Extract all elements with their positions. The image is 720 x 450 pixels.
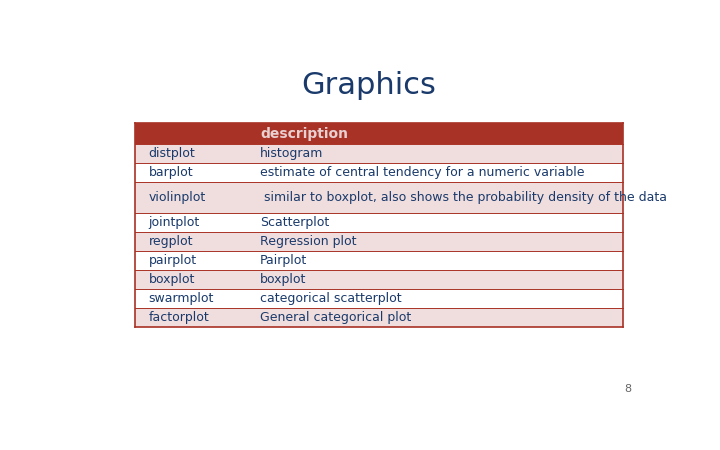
Text: histogram: histogram xyxy=(260,147,323,160)
Text: similar to boxplot, also shows the probability density of the data: similar to boxplot, also shows the proba… xyxy=(260,191,667,204)
Text: Pairplot: Pairplot xyxy=(260,254,307,267)
Text: estimate of central tendency for a numeric variable: estimate of central tendency for a numer… xyxy=(260,166,585,180)
Text: barplot: barplot xyxy=(148,166,193,180)
Bar xyxy=(135,251,623,270)
Text: General categorical plot: General categorical plot xyxy=(260,311,411,324)
Bar xyxy=(135,270,623,289)
Text: boxplot: boxplot xyxy=(148,273,195,286)
Text: categorical scatterplot: categorical scatterplot xyxy=(260,292,402,305)
Bar xyxy=(135,289,623,308)
Bar xyxy=(135,213,623,232)
Text: factorplot: factorplot xyxy=(148,311,210,324)
Text: Regression plot: Regression plot xyxy=(260,235,356,248)
Text: swarmplot: swarmplot xyxy=(148,292,214,305)
Text: description: description xyxy=(260,127,348,141)
Bar xyxy=(135,144,623,163)
Bar xyxy=(135,123,623,144)
Text: distplot: distplot xyxy=(148,147,195,160)
Text: violinplot: violinplot xyxy=(148,191,206,204)
Text: Graphics: Graphics xyxy=(302,71,436,100)
Text: Scatterplot: Scatterplot xyxy=(260,216,330,229)
Text: 8: 8 xyxy=(624,383,631,394)
Bar xyxy=(135,182,623,213)
Bar xyxy=(135,232,623,251)
Bar xyxy=(135,308,623,327)
Bar xyxy=(135,163,623,182)
Text: jointplot: jointplot xyxy=(148,216,200,229)
Text: boxplot: boxplot xyxy=(260,273,307,286)
Text: regplot: regplot xyxy=(148,235,193,248)
Text: pairplot: pairplot xyxy=(148,254,197,267)
